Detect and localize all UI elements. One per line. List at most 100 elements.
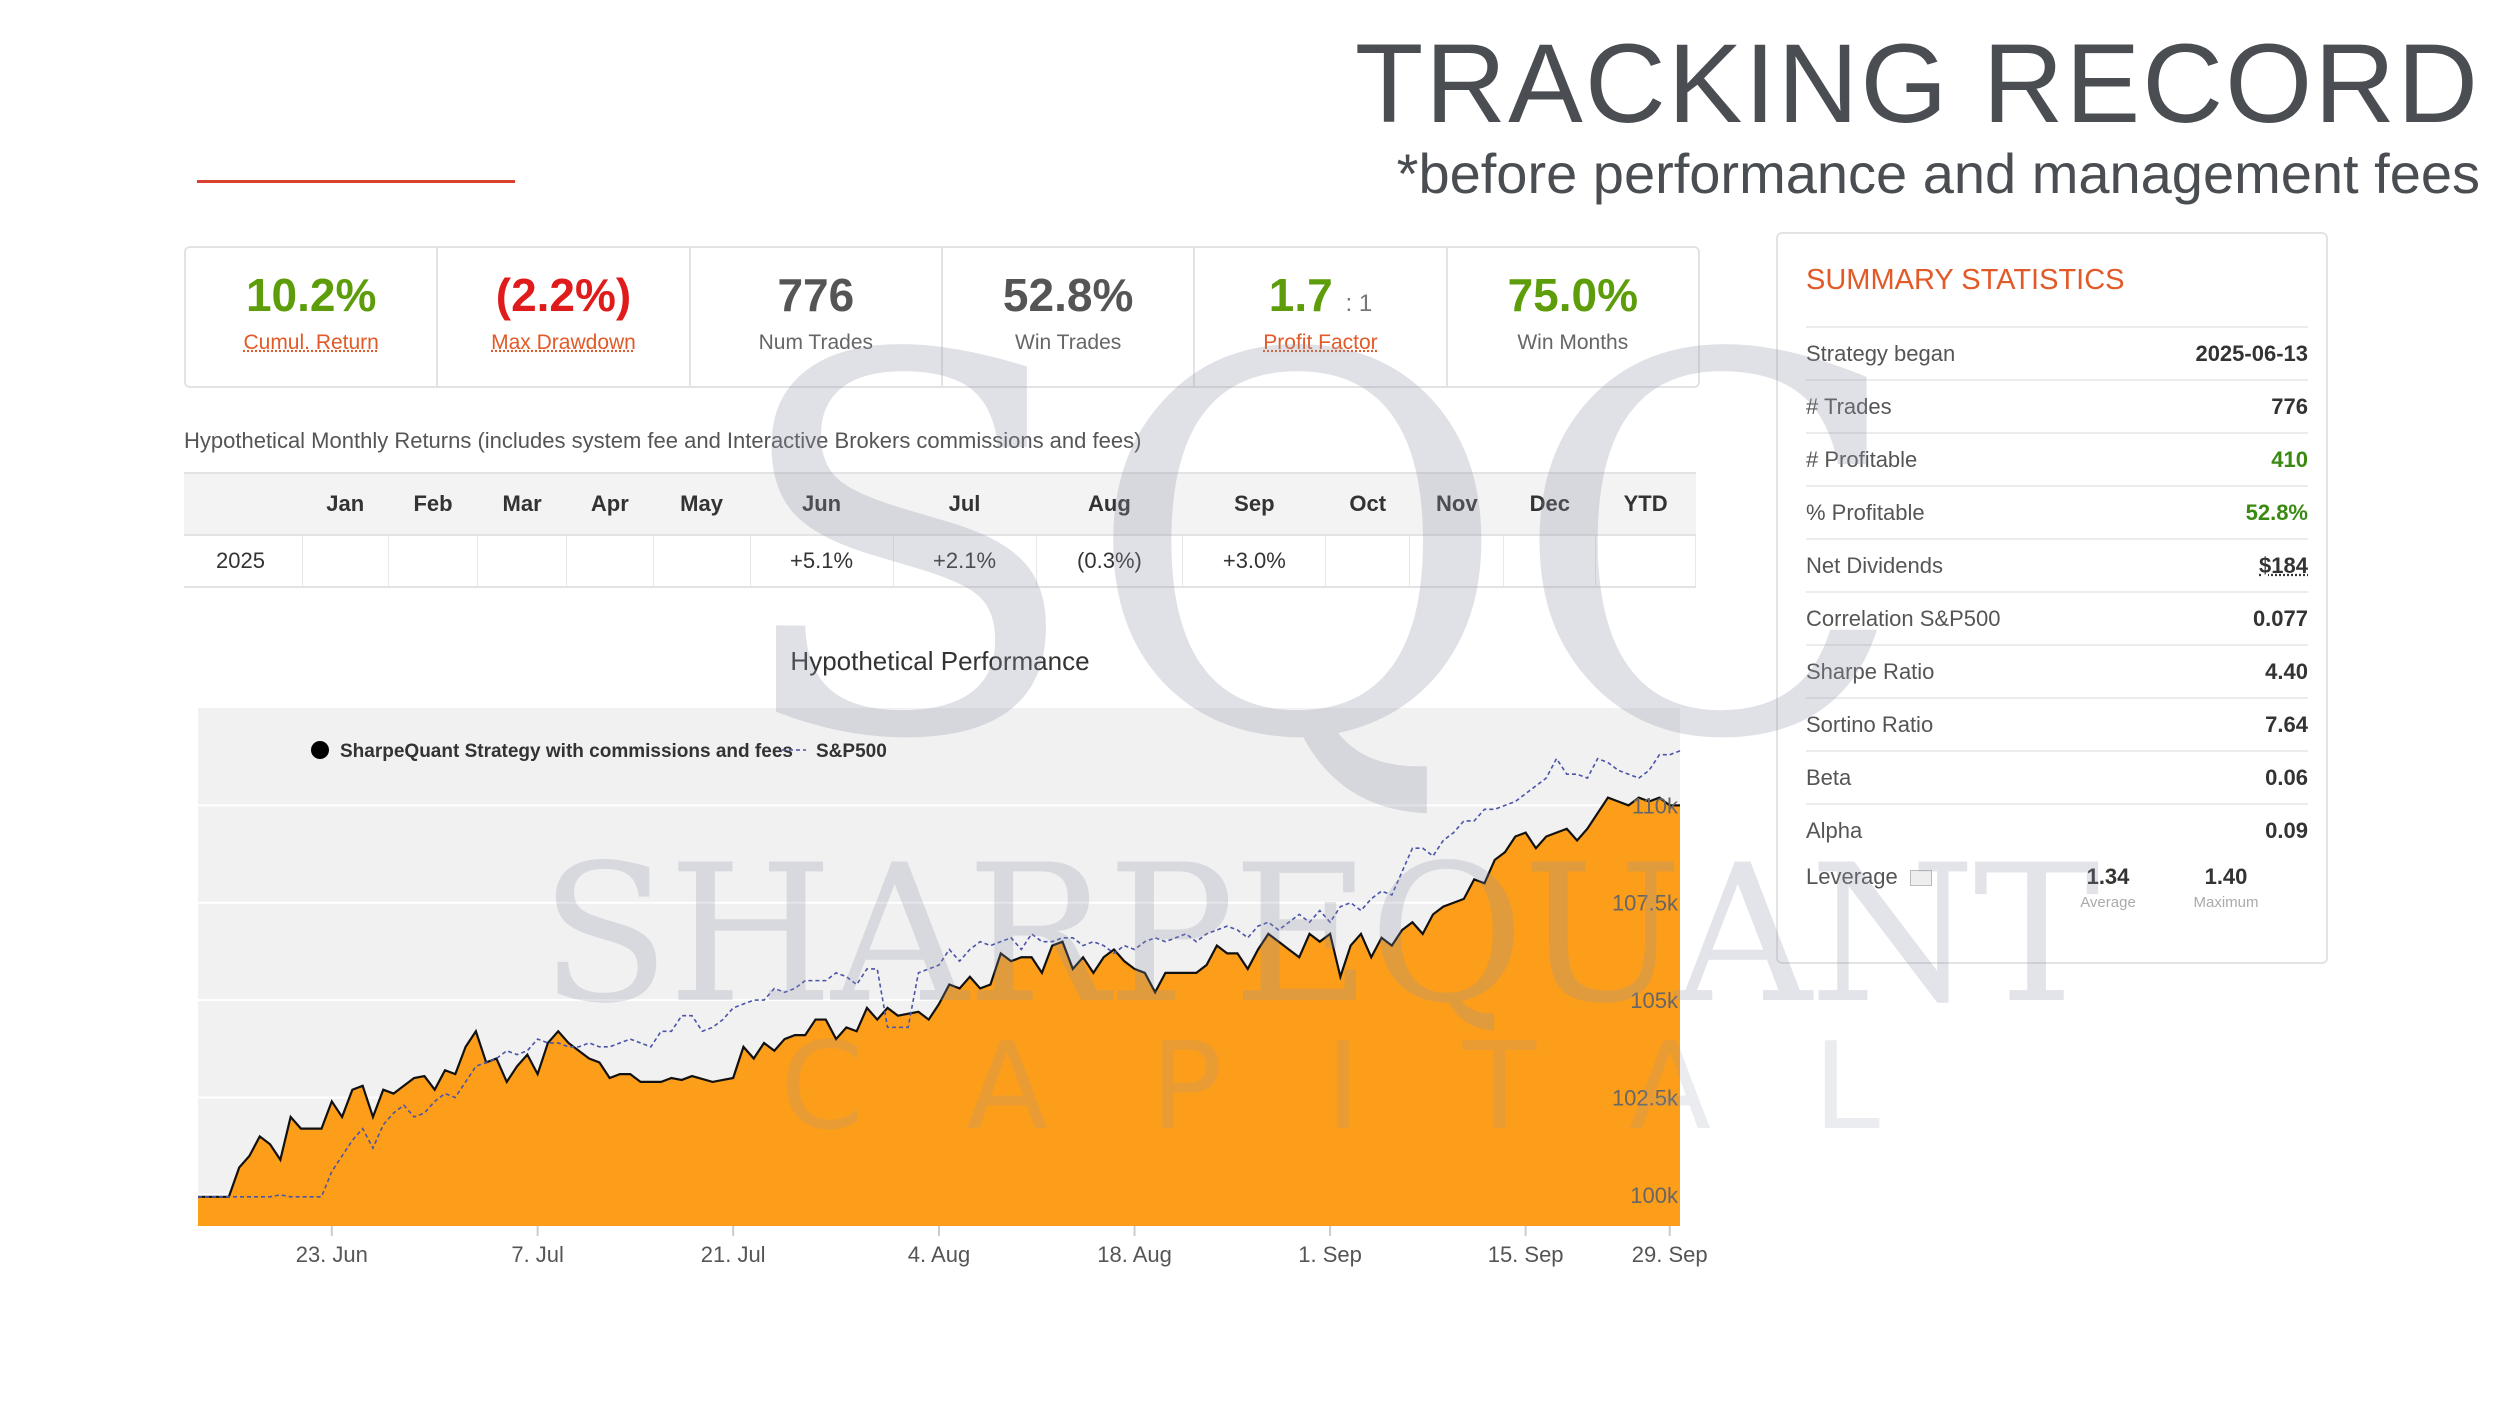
month-cell (1503, 535, 1597, 588)
year-cell: 2025 (184, 535, 303, 588)
table-header-row: Jan Feb Mar Apr May Jun Jul Aug Sep Oct … (184, 472, 1696, 536)
month-cell: +5.1% (750, 535, 894, 588)
leverage-maximum: 1.40 Maximum (2186, 864, 2266, 911)
x-tick-label: 29. Sep (1632, 1242, 1708, 1267)
summary-row-value: 410 (2271, 446, 2308, 472)
kpi-win-months: 75.0% Win Months (1448, 248, 1698, 386)
summary-row-label: # Profitable (1806, 446, 1918, 472)
month-cell: +3.0% (1182, 535, 1327, 588)
table-header-cell: YTD (1595, 472, 1696, 536)
monthly-returns-caption: Hypothetical Monthly Returns (includes s… (184, 428, 1142, 453)
x-tick-label: 18. Aug (1097, 1242, 1172, 1267)
leverage-label: Leverage (1806, 864, 1898, 889)
summary-row: Beta 0.06 (1806, 750, 2308, 803)
summary-rows: Strategy began 2025-06-13 # Trades 776 # Pro… (1806, 326, 2308, 856)
summary-row-label: Alpha (1806, 817, 1863, 843)
kpi-label: Win Trades (1015, 330, 1122, 354)
summary-row-label: # Trades (1806, 393, 1892, 419)
y-tick-label: 102.5k (1612, 1085, 1679, 1110)
summary-row: Sharpe Ratio 4.40 (1806, 644, 2308, 697)
kpi-label: Win Months (1517, 330, 1629, 354)
strategy-line (198, 796, 1680, 1198)
month-cell: +2.1% (893, 535, 1037, 588)
page-title: TRACKING RECORD (1354, 21, 2480, 146)
month-cell (566, 535, 654, 588)
summary-row-value: 0.06 (2265, 764, 2308, 790)
legend-marker-strategy (311, 741, 329, 759)
kpi-label-link[interactable]: Cumul. Return (243, 330, 379, 354)
month-cell (1409, 535, 1505, 588)
strategy-area (198, 797, 1680, 1226)
kpi-value: (2.2%) (495, 269, 632, 321)
summary-row-label: Sharpe Ratio (1806, 658, 1935, 684)
chart-title: Hypothetical Performance (790, 646, 1090, 676)
summary-row: Net Dividends $184 (1806, 538, 2308, 591)
kpi-profit-factor: 1.7 : 1 Profit Factor (1195, 248, 1448, 386)
summary-row: # Trades 776 (1806, 379, 2308, 432)
kpi-strip: 10.2% Cumul. Return (2.2%) Max Drawdown … (184, 246, 1700, 388)
y-tick-label: 110k (1632, 793, 1679, 818)
leverage-maximum-value: 1.40 (2204, 864, 2248, 889)
summary-statistics-panel: SUMMARY STATISTICS Strategy began 2025-06… (1776, 232, 2328, 964)
table-header-cell: Mar (477, 472, 567, 536)
y-tick-label: 100k (1630, 1183, 1679, 1208)
table-header-cell: Jun (750, 472, 894, 536)
x-tick-label: 7. Jul (511, 1242, 564, 1267)
leverage-average: 1.34 Average (2078, 864, 2138, 911)
sp500-line (198, 750, 1681, 1198)
summary-row-value: 2025-06-13 (2195, 340, 2308, 366)
month-cell (477, 535, 568, 588)
summary-title: SUMMARY STATISTICS (1806, 264, 2125, 296)
table-header-cell: Sep (1182, 472, 1326, 536)
table-header-cell: Aug (1036, 472, 1183, 536)
table-header-cell: Dec (1503, 472, 1596, 536)
leverage-average-value: 1.34 (2086, 864, 2130, 889)
summary-row-label: Strategy began (1806, 340, 1956, 366)
summary-row: Sortino Ratio 7.64 (1806, 697, 2308, 750)
y-tick-label: 107.5k (1612, 891, 1679, 916)
summary-row-value: 4.40 (2265, 658, 2308, 684)
kpi-label: Num Trades (758, 330, 873, 354)
chart-icon[interactable] (1910, 870, 1932, 886)
summary-row-label: Sortino Ratio (1806, 711, 1934, 737)
summary-row: Strategy began 2025-06-13 (1806, 326, 2308, 379)
summary-row-value: $184 (2259, 552, 2308, 578)
summary-row: % Profitable 52.8% (1806, 485, 2308, 538)
month-cell (1325, 535, 1411, 588)
kpi-cumul-return: 10.2% Cumul. Return (186, 248, 439, 386)
summary-row-value: 776 (2271, 393, 2308, 419)
kpi-value-suffix: : 1 (1345, 290, 1373, 317)
table-header-cell: Jul (893, 472, 1036, 536)
kpi-value: 10.2% (245, 269, 377, 321)
leverage-maximum-label: Maximum (2193, 894, 2259, 911)
summary-row: Alpha 0.09 (1806, 803, 2308, 856)
legend-label-strategy: SharpeQuant Strategy with commissions an… (340, 741, 793, 762)
table-header-cell: Feb (388, 472, 478, 536)
x-tick-label: 21. Jul (701, 1242, 766, 1267)
kpi-label-link[interactable]: Profit Factor (1263, 330, 1378, 354)
table-row: 2025 +5.1% +2.1% (0.3%) +3.0% (184, 535, 1696, 588)
summary-row-value: 52.8% (2245, 499, 2308, 525)
ytd-cell (1595, 535, 1696, 588)
table-header-cell: Jan (302, 472, 389, 536)
month-cell (302, 535, 389, 588)
kpi-max-drawdown: (2.2%) Max Drawdown (438, 248, 691, 386)
kpi-value: 52.8% (1002, 269, 1134, 321)
summary-row-label: Net Dividends (1806, 552, 1943, 578)
table-header-cell: Nov (1409, 472, 1504, 536)
kpi-num-trades: 776 Num Trades (691, 248, 943, 386)
kpi-win-trades: 52.8% Win Trades (943, 248, 1196, 386)
y-tick-label: 105k (1630, 988, 1679, 1013)
kpi-label-link[interactable]: Max Drawdown (491, 330, 636, 354)
leverage-average-label: Average (2080, 894, 2136, 911)
summary-row-label: Correlation S&P500 (1806, 605, 2001, 631)
summary-row-label: Beta (1806, 764, 1852, 790)
legend-label-sp500: S&P500 (816, 741, 887, 762)
table-header-cell: May (653, 472, 751, 536)
monthly-returns-table: Jan Feb Mar Apr May Jun Jul Aug Sep Oct … (184, 472, 1696, 588)
table-header-cell (184, 472, 302, 536)
kpi-value-wrap: 1.7 : 1 (1269, 270, 1372, 321)
page-subtitle: *before performance and management fees (1396, 142, 2480, 205)
x-tick-label: 15. Sep (1488, 1242, 1564, 1267)
